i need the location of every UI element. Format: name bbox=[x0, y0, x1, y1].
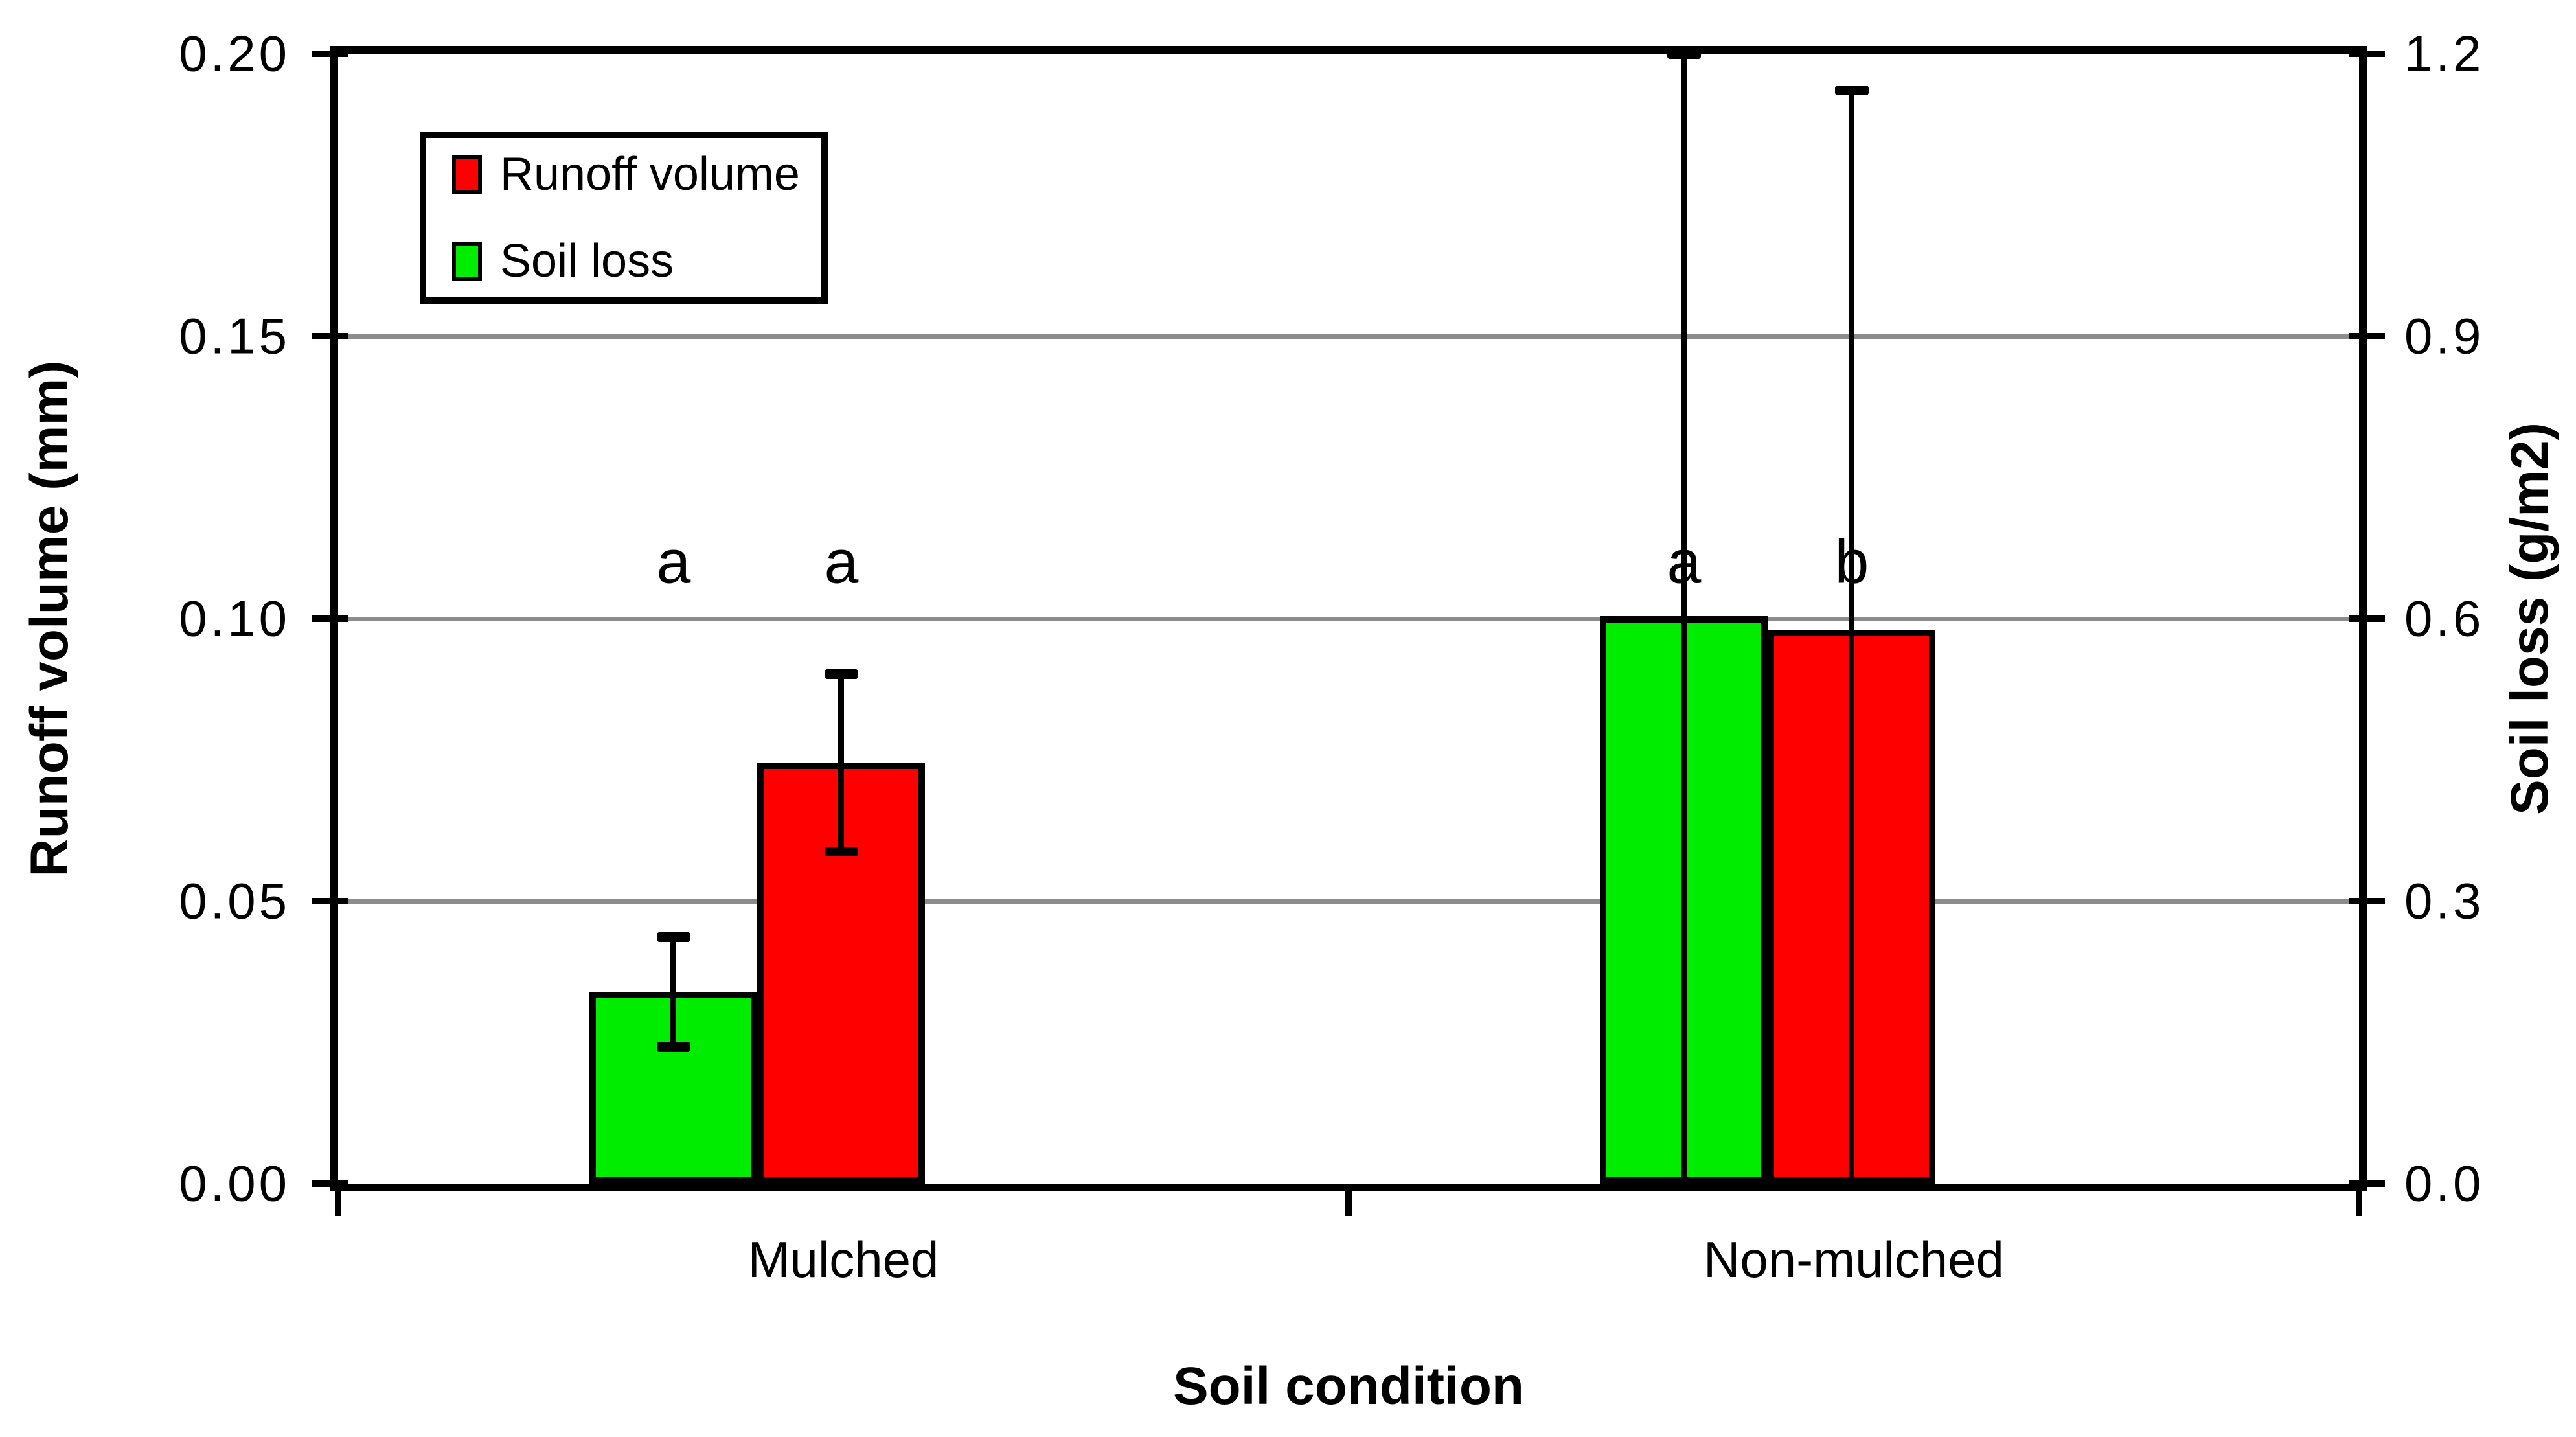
x-axis-tick bbox=[2356, 1184, 2362, 1216]
x-axis-title: Soil condition bbox=[1172, 1357, 1525, 1416]
bar-runoff-volume bbox=[757, 763, 926, 1184]
left-axis-tick-label: 0.05 bbox=[179, 872, 290, 930]
right-axis-tick-label: 1.2 bbox=[2404, 25, 2485, 82]
right-axis-tick bbox=[2349, 615, 2385, 622]
legend-label-soil-loss: Soil loss bbox=[500, 235, 674, 287]
plot-area: 0.20 1.2 0.15 0.9 0.10 0.6 0.05 0.3 0.00 0.0 Mulch… bbox=[179, 25, 2481, 1289]
right-axis-tick bbox=[2349, 898, 2385, 904]
error-bar-upper-cap bbox=[1834, 85, 1869, 95]
legend-box: Runoff volume Soil loss bbox=[420, 132, 828, 304]
error-bar-lower-cap bbox=[656, 1041, 690, 1052]
right-axis-tick bbox=[2349, 1180, 2385, 1187]
error-bar bbox=[1681, 54, 1687, 1184]
error-bar-upper-cap bbox=[656, 932, 690, 943]
soil-loss-swatch-icon bbox=[452, 242, 482, 281]
right-axis-tick bbox=[2349, 51, 2385, 57]
right-axis-tick bbox=[2349, 333, 2385, 339]
runoff-volume-swatch-icon bbox=[452, 155, 482, 194]
legend-label-runoff-volume: Runoff volume bbox=[500, 148, 800, 200]
left-y-axis-title: Runoff volume (mm) bbox=[20, 360, 79, 877]
right-axis-tick-label: 0.3 bbox=[2404, 872, 2485, 930]
left-axis-tick bbox=[312, 1180, 348, 1187]
legend-entry-soil-loss: Soil loss bbox=[452, 238, 821, 284]
significance-letter: a bbox=[656, 527, 691, 597]
gridline bbox=[338, 334, 2359, 339]
legend-entry-runoff-volume: Runoff volume bbox=[452, 151, 821, 198]
x-axis-tick bbox=[1345, 1184, 1352, 1216]
right-axis-tick-label: 0.0 bbox=[2404, 1155, 2485, 1212]
category-label: Mulched bbox=[747, 1231, 939, 1288]
left-axis-tick bbox=[312, 333, 348, 339]
gridline bbox=[338, 899, 2359, 904]
left-axis-tick bbox=[312, 898, 348, 904]
left-axis-tick-label: 0.10 bbox=[179, 590, 290, 647]
error-bar-lower-cap bbox=[824, 847, 858, 857]
left-axis-tick-label: 0.20 bbox=[179, 25, 290, 82]
left-axis-tick bbox=[312, 615, 348, 622]
category-label: Non-mulched bbox=[1704, 1231, 2004, 1288]
right-axis-tick-label: 0.9 bbox=[2404, 307, 2485, 365]
left-axis-tick-label: 0.00 bbox=[179, 1155, 290, 1212]
right-axis-tick-label: 0.6 bbox=[2404, 590, 2485, 647]
right-y-axis-title: Soil loss (g/m2) bbox=[2500, 422, 2559, 815]
left-axis-tick-label: 0.15 bbox=[179, 307, 290, 365]
left-axis-tick bbox=[312, 51, 348, 57]
error-bar bbox=[670, 937, 677, 1046]
significance-letter: a bbox=[1667, 527, 1702, 597]
error-bar-upper-cap bbox=[824, 669, 858, 680]
gridline bbox=[338, 616, 2359, 621]
error-bar bbox=[1849, 89, 1855, 1184]
error-bar bbox=[838, 674, 845, 852]
error-bar-upper-cap bbox=[1667, 49, 1701, 59]
x-axis-tick bbox=[335, 1184, 341, 1216]
significance-letter: a bbox=[824, 527, 859, 597]
significance-letter: b bbox=[1834, 527, 1869, 597]
